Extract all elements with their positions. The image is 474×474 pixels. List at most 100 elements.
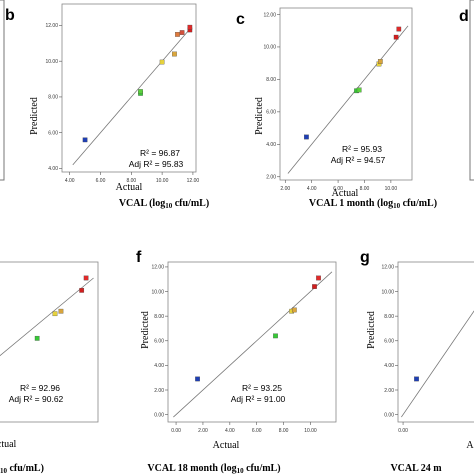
y-tick-label-f-0: 0.00 <box>154 412 164 418</box>
x-tick-label-c-0: 2.00 <box>280 186 290 192</box>
caption-end-b: cfu/mL) <box>172 198 209 209</box>
data-point-c-6 <box>396 26 402 32</box>
data-point-f-0 <box>195 376 200 382</box>
y-tick-label-f-2: 4.00 <box>154 363 164 369</box>
plot-frame-e <box>0 261 99 423</box>
plot-frame-c <box>279 7 413 181</box>
data-point-f-1 <box>273 333 278 339</box>
panel-d-frame-edge <box>469 0 474 181</box>
data-point-c-0 <box>304 134 309 140</box>
data-point-e-3 <box>79 287 85 293</box>
plot-frame-g <box>397 261 474 423</box>
y-tick-label-g-4: 8.00 <box>384 314 394 320</box>
y-tick-label-g-1: 2.00 <box>384 388 394 394</box>
data-point-b-4 <box>172 51 177 57</box>
data-point-b-3 <box>159 59 165 65</box>
caption-f: VCAL 18 month (log10 cfu/mL) <box>147 463 280 474</box>
data-point-e-0 <box>34 335 40 341</box>
caption-subscript-c: 10 <box>393 202 401 210</box>
data-point-g-0 <box>414 376 419 382</box>
x-tick-label-b-1: 6.00 <box>96 178 106 184</box>
y-tick-label-c-5: 12.00 <box>263 12 276 18</box>
x-tick-label-c-1: 4.00 <box>307 186 317 192</box>
x-tick-label-g-0: 0.00 <box>398 428 408 434</box>
y-tick-label-c-2: 6.00 <box>266 110 276 116</box>
y-tick-label-c-4: 10.00 <box>263 45 276 51</box>
y-tick-label-f-3: 6.00 <box>154 339 164 345</box>
y-tick-label-f-4: 8.00 <box>154 314 164 320</box>
caption-b: VCAL (log10 cfu/mL) <box>119 198 209 210</box>
caption-g: VCAL 24 m <box>390 463 442 474</box>
panel-label-g: g <box>360 249 370 266</box>
data-point-c-2 <box>356 87 362 93</box>
y-tick-label-g-5: 10.00 <box>381 289 394 295</box>
caption-main-g: VCAL 24 m <box>390 463 442 474</box>
data-point-b-0 <box>82 137 88 143</box>
r-squared-e: R² = 92.96 <box>20 383 60 393</box>
fit-line-b <box>72 26 192 166</box>
panel-label-f: f <box>136 249 142 266</box>
panel-label-b: b <box>5 7 15 24</box>
plot-frame-f <box>167 261 337 423</box>
adj-r-squared-e: Adj R² = 90.62 <box>9 394 64 404</box>
caption-main-f: VCAL 18 month (log <box>147 463 236 474</box>
data-point-b-8 <box>187 24 193 30</box>
fit-line-c <box>287 25 409 174</box>
data-point-c-4 <box>377 59 383 64</box>
x-tick-label-c-3: 8.00 <box>360 186 370 192</box>
data-point-b-5 <box>175 32 180 37</box>
data-point-e-4 <box>83 275 89 281</box>
x-tick-label-f-4: 8.00 <box>279 428 289 434</box>
y-tick-label-b-0: 4.00 <box>48 166 58 172</box>
caption-e: 2 month (log10 cfu/mL) <box>0 463 44 474</box>
panel-label-d: d <box>459 8 469 25</box>
y-tick-label-b-1: 6.00 <box>48 130 58 136</box>
y-tick-label-f-5: 10.00 <box>151 289 164 295</box>
x-tick-label-f-1: 2.00 <box>198 428 208 434</box>
x-axis-label-b: Actual <box>116 182 143 193</box>
plot-frame-b <box>61 3 197 173</box>
y-axis-label-g: Predicted <box>366 311 377 349</box>
data-point-e-2 <box>58 308 64 314</box>
caption-subscript-e: 10 <box>0 467 7 474</box>
x-tick-label-f-0: 0.00 <box>171 428 181 434</box>
x-axis-label-c: Actual <box>332 188 359 199</box>
y-tick-label-f-1: 2.00 <box>154 388 164 394</box>
data-point-b-6 <box>179 30 185 35</box>
caption-subscript-b: 10 <box>165 202 173 210</box>
x-tick-label-f-5: 10.00 <box>304 428 317 434</box>
x-tick-label-c-2: 6.00 <box>333 186 343 192</box>
caption-main-c: VCAL 1 month (log <box>309 198 393 209</box>
y-tick-label-c-1: 4.00 <box>266 142 276 148</box>
y-tick-label-f-6: 12.00 <box>151 265 164 271</box>
caption-end-e: cfu/mL) <box>7 463 44 474</box>
caption-subscript-f: 10 <box>237 467 245 474</box>
y-tick-label-g-0: 0.00 <box>384 412 394 418</box>
panel-label-c: c <box>236 11 245 28</box>
y-tick-label-g-6: 12.00 <box>381 265 394 271</box>
caption-c: VCAL 1 month (log10 cfu/mL) <box>309 198 437 210</box>
data-point-b-2 <box>138 89 143 94</box>
adj-r-squared-c: Adj R² = 94.57 <box>331 155 386 165</box>
x-tick-label-f-2: 4.00 <box>225 428 235 434</box>
x-tick-label-f-3: 6.00 <box>252 428 262 434</box>
data-point-f-5 <box>316 275 321 281</box>
r-squared-b: R² = 96.87 <box>140 148 180 158</box>
y-tick-label-b-2: 8.00 <box>48 95 58 101</box>
x-tick-label-b-3: 10.00 <box>156 178 169 184</box>
y-tick-label-b-4: 12.00 <box>45 23 58 29</box>
y-axis-label-b: Predicted <box>29 97 40 135</box>
r-squared-f: R² = 93.25 <box>242 383 282 393</box>
y-tick-label-c-0: 2.00 <box>266 175 276 181</box>
data-point-f-4 <box>312 284 317 289</box>
adj-r-squared-f: Adj R² = 91.00 <box>231 394 286 404</box>
data-point-f-3 <box>291 307 297 313</box>
y-tick-label-g-3: 6.00 <box>384 339 394 345</box>
caption-end-c: cfu/mL) <box>400 198 437 209</box>
x-tick-label-b-4: 12.00 <box>187 178 200 184</box>
fit-line-f <box>173 271 333 418</box>
data-point-e-1 <box>52 311 58 317</box>
x-axis-label-g-cropped: A <box>466 440 474 451</box>
caption-main-b: VCAL (log <box>119 198 165 209</box>
